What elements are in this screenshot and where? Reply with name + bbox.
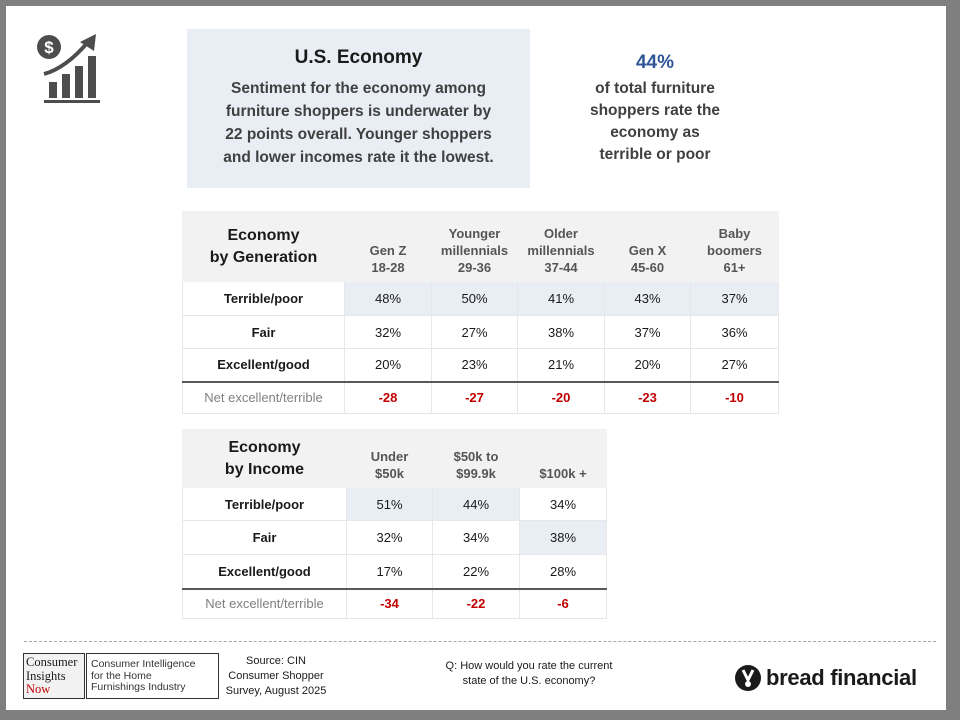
svg-text:$: $ [44,38,54,57]
source-note: Source: CIN Consumer Shopper Survey, Aug… [225,655,327,697]
column-header-older-millennials: Older millennials 37-44 [517,211,605,282]
table-cell: 21% [517,348,605,382]
net-value: -23 [604,380,691,414]
table-cell: 38% [517,315,605,349]
table-header-row: Economy by Income Under $50k $50k to $99… [182,429,607,488]
table-cell: 20% [604,348,691,382]
table-cell: 27% [431,315,518,349]
table-cell: 34% [432,520,520,555]
table-row: Terrible/poor 51% 44% 34% [182,487,607,521]
table-cell: 51% [346,487,433,521]
table-cell: 37% [690,281,779,316]
summary-line: Sentiment for the economy among [231,80,486,97]
summary-title: U.S. Economy [294,47,423,68]
row-label: Excellent/good [182,348,345,382]
stat-line: terrible or poor [599,146,711,163]
table-cell: 44% [432,487,520,521]
cin-logo-tagline: Consumer Intelligence for the Home Furni… [86,653,219,699]
table-row: Excellent/good 17% 22% 28% [182,554,607,589]
survey-question: Q: How would you rate the current state … [445,660,613,687]
cin-logo-wordmark: Consumer Insights Now [23,653,85,699]
bread-financial-mark-icon [734,664,762,692]
stat-line: shoppers rate the [589,102,721,119]
summary-box: U.S. Economy Sentiment for the economy a… [187,29,530,188]
row-label: Terrible/poor [182,487,347,521]
row-label: Fair [182,520,347,555]
table-cell: 43% [604,281,691,316]
table-cell: 38% [519,520,607,555]
stat-line: economy as [610,124,700,141]
table-cell: 36% [690,315,779,349]
net-row-label: Net excellent/terrible [182,380,345,414]
column-header-100k-plus: $100k + [519,429,607,488]
table-cell: 50% [431,281,518,316]
generation-table-title: Economy by Generation [182,211,345,282]
net-row: Net excellent/terrible -34 -22 -6 [182,587,607,619]
column-header-50k-to-99k: $50k to $99.9k [432,429,520,488]
table-cell: 48% [344,281,432,316]
net-value: -20 [517,380,605,414]
net-value: -22 [432,587,520,619]
income-table-title: Economy by Income [182,429,347,488]
table-cell: 32% [344,315,432,349]
summary-text: Sentiment for the economy among furnitur… [205,77,512,169]
bread-financial-logo: bread financial [734,662,924,694]
stat-description: of total furniture shoppers rate the eco… [566,78,744,166]
row-label: Excellent/good [182,554,347,589]
generation-table: Economy by Generation Gen Z 18-28 Younge… [182,211,779,414]
net-value: -10 [690,380,779,414]
net-value: -34 [346,587,433,619]
row-label: Terrible/poor [182,281,345,316]
net-value: -28 [344,380,432,414]
bread-financial-wordmark: bread financial [766,665,917,690]
table-cell: 17% [346,554,433,589]
table-cell: 32% [346,520,433,555]
row-label: Fair [182,315,345,349]
table-cell: 41% [517,281,605,316]
table-cell: 28% [519,554,607,589]
column-header-gen-x: Gen X 45-60 [604,211,691,282]
summary-line: and lower incomes rate it the lowest. [223,149,494,166]
cin-logo: Consumer Insights Now Consumer Intellige… [23,653,219,699]
table-row: Fair 32% 27% 38% 37% 36% [182,315,779,349]
economy-growth-dollar-icon: $ [34,30,110,106]
column-header-younger-millennials: Younger millennials 29-36 [431,211,518,282]
table-row: Terrible/poor 48% 50% 41% 43% 37% [182,281,779,316]
net-value: -27 [431,380,518,414]
table-header-row: Economy by Generation Gen Z 18-28 Younge… [182,211,779,282]
net-row-label: Net excellent/terrible [182,587,347,619]
slide: $ U.S. Economy Sentiment for the economy… [6,6,946,710]
summary-line: furniture shoppers is underwater by [225,103,492,120]
stat-line: of total furniture [595,80,715,97]
table-cell: 20% [344,348,432,382]
table-cell: 34% [519,487,607,521]
column-header-gen-z: Gen Z 18-28 [344,211,432,282]
net-row: Net excellent/terrible -28 -27 -20 -23 -… [182,380,779,414]
table-cell: 22% [432,554,520,589]
table-row: Excellent/good 20% 23% 21% 20% 27% [182,348,779,382]
footer-divider [24,641,936,642]
table-cell: 23% [431,348,518,382]
table-cell: 27% [690,348,779,382]
income-table: Economy by Income Under $50k $50k to $99… [182,429,607,619]
summary-line: 22 points overall. Younger shoppers [225,126,492,143]
stat-value: 44% [635,52,675,73]
table-row: Fair 32% 34% 38% [182,520,607,555]
column-header-baby-boomers: Baby boomers 61+ [690,211,779,282]
table-cell: 37% [604,315,691,349]
net-value: -6 [519,587,607,619]
column-header-under-50k: Under $50k [346,429,433,488]
